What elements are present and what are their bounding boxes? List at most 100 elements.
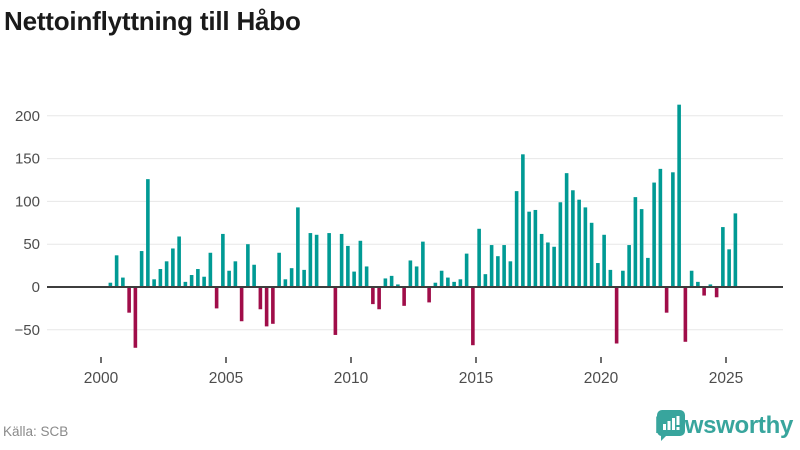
bar-positive bbox=[721, 227, 725, 287]
bar-positive bbox=[639, 209, 644, 287]
bar-positive bbox=[439, 270, 444, 287]
bar-positive bbox=[733, 213, 738, 287]
bar-positive bbox=[171, 248, 175, 287]
bar-positive bbox=[177, 236, 181, 287]
bar-positive bbox=[308, 233, 313, 287]
bar-positive bbox=[596, 263, 600, 287]
bar-positive bbox=[527, 211, 531, 287]
bar-positive bbox=[252, 264, 256, 287]
source-note: Källa: SCB bbox=[3, 424, 69, 439]
newsworthy-logo-link[interactable]: Newsworthy bbox=[655, 408, 793, 444]
bar-positive bbox=[671, 172, 675, 287]
bar-positive bbox=[496, 256, 500, 287]
bar-positive bbox=[346, 245, 350, 287]
bar-positive bbox=[708, 284, 713, 287]
bar-positive bbox=[408, 260, 413, 287]
bar-positive bbox=[227, 270, 231, 287]
bar-positive bbox=[521, 154, 525, 287]
bar-positive bbox=[114, 255, 119, 287]
bar-positive bbox=[546, 242, 550, 287]
bar-negative bbox=[471, 287, 475, 346]
bar-negative bbox=[614, 287, 619, 344]
y-tick-label: 150 bbox=[15, 151, 40, 168]
bar-positive bbox=[189, 275, 194, 287]
page-title: Nettoinflyttning till Håbo bbox=[4, 6, 301, 36]
bar-negative bbox=[683, 287, 688, 342]
bar-positive bbox=[533, 209, 538, 287]
bar-positive bbox=[564, 173, 569, 287]
y-tick-label: 200 bbox=[15, 108, 40, 125]
y-tick-label: 0 bbox=[32, 279, 40, 296]
y-tick-label: 50 bbox=[23, 236, 40, 253]
bar-positive bbox=[152, 279, 156, 287]
bar-negative bbox=[377, 287, 381, 310]
bar-positive bbox=[477, 228, 481, 287]
bar-positive bbox=[539, 233, 544, 287]
bar-negative bbox=[133, 287, 138, 348]
bar-positive bbox=[164, 261, 169, 287]
bar-positive bbox=[208, 252, 213, 287]
bar-negative bbox=[702, 287, 706, 296]
y-tick-label: 100 bbox=[15, 193, 40, 210]
x-tick-label: 2025 bbox=[709, 370, 743, 387]
bar-negative bbox=[127, 287, 131, 313]
bar-negative bbox=[214, 287, 219, 309]
bar-positive bbox=[296, 207, 300, 287]
bar-positive bbox=[383, 278, 388, 287]
bar-positive bbox=[364, 266, 369, 287]
bar-positive bbox=[583, 207, 588, 287]
bar-positive bbox=[433, 282, 438, 287]
bar-positive bbox=[233, 261, 238, 287]
x-tick-label: 2000 bbox=[84, 370, 119, 387]
bar-positive bbox=[589, 222, 594, 287]
bar-positive bbox=[446, 277, 450, 287]
bar-positive bbox=[514, 191, 519, 287]
bar-positive bbox=[327, 233, 331, 287]
bar-positive bbox=[502, 245, 506, 287]
bar-positive bbox=[571, 190, 575, 287]
bar-positive bbox=[146, 179, 150, 287]
bar-positive bbox=[339, 233, 344, 287]
bar-negative bbox=[371, 287, 375, 305]
bar-positive bbox=[464, 253, 469, 287]
bar-positive bbox=[389, 275, 394, 287]
bar-negative bbox=[664, 287, 669, 313]
bar-positive bbox=[221, 233, 225, 287]
bar-positive bbox=[396, 284, 400, 287]
bar-positive bbox=[608, 269, 613, 287]
bar-positive bbox=[489, 245, 494, 287]
bar-positive bbox=[602, 234, 606, 287]
bar-positive bbox=[689, 270, 694, 287]
bar-positive bbox=[246, 244, 250, 287]
bar-positive bbox=[677, 104, 681, 287]
bar-positive bbox=[302, 269, 306, 287]
bar-positive bbox=[121, 277, 125, 287]
bar-positive bbox=[108, 282, 113, 287]
bar-negative bbox=[714, 287, 719, 298]
bar-positive bbox=[202, 276, 206, 287]
bar-positive bbox=[183, 281, 188, 287]
bar-negative bbox=[427, 287, 431, 303]
bar-positive bbox=[314, 234, 319, 287]
migration-bar-chart: 200 150 100 50 0 −50 2000 2005 2010 2015 2020 2025 bbox=[15, 104, 783, 387]
bar-negative bbox=[271, 287, 275, 324]
x-tick-label: 2020 bbox=[584, 370, 619, 387]
bar-positive bbox=[508, 261, 513, 287]
bar-positive bbox=[696, 281, 700, 287]
bar-positive bbox=[658, 168, 663, 287]
y-tick-label: −50 bbox=[15, 322, 40, 339]
x-tick-label: 2015 bbox=[459, 370, 493, 387]
bar-positive bbox=[727, 249, 731, 287]
bar-negative bbox=[239, 287, 244, 322]
bar-positive bbox=[283, 279, 288, 287]
bar-positive bbox=[558, 202, 563, 287]
bar-chart-bubble-icon bbox=[656, 410, 685, 441]
bar-positive bbox=[633, 197, 638, 287]
bar-positive bbox=[577, 199, 581, 287]
bar-negative bbox=[333, 287, 338, 335]
bar-negative bbox=[402, 287, 406, 306]
bar-positive bbox=[196, 269, 200, 287]
bar-positive bbox=[552, 246, 556, 287]
bar-positive bbox=[158, 269, 163, 287]
